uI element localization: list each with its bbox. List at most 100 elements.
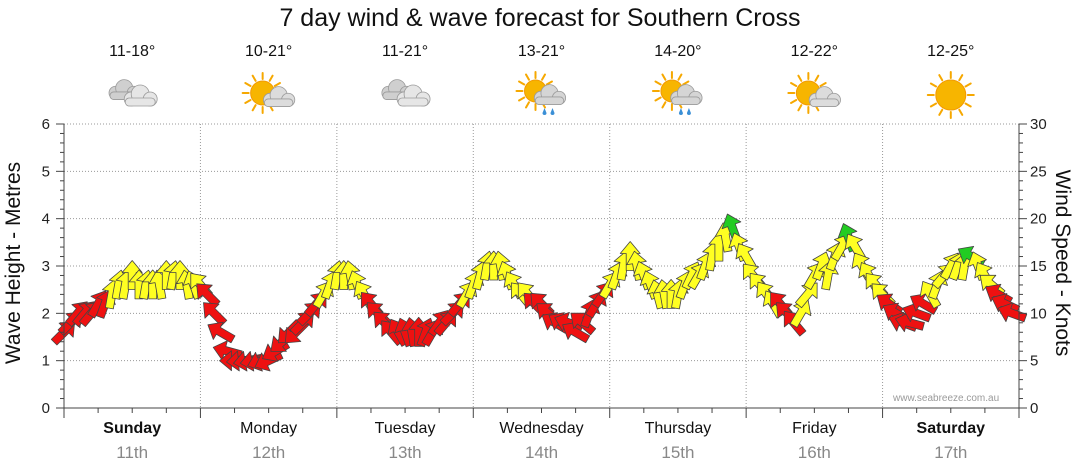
left-tick-label: 3 [42, 258, 50, 275]
right-tick-label: 0 [1030, 400, 1038, 417]
day-label: Monday [240, 420, 298, 437]
y-axis-label-right: Wind Speed - Knots [1051, 169, 1074, 357]
wind-arrow-shape [254, 350, 284, 372]
sun-ray [251, 74, 257, 82]
chart-axes: 0 1 2 3 4 5 6 0 5 10 15 20 25 30 [42, 116, 1047, 418]
left-tick-label: 5 [42, 163, 50, 180]
wind-arrow [789, 299, 812, 328]
sun-rays [926, 71, 975, 119]
left-tick-label: 6 [42, 116, 50, 133]
sun-ray [525, 73, 530, 81]
sun-ray [958, 108, 964, 116]
chart-title: 7 day wind & wave forecast for Southern … [279, 4, 801, 32]
sun-ray [244, 82, 252, 87]
wind-arrow [203, 302, 228, 327]
wind-arrow [254, 350, 284, 372]
right-tick-label: 10 [1030, 305, 1047, 322]
wind-arrow-shape [207, 321, 236, 344]
temperature-range: 11-21° [381, 43, 429, 60]
sun-ray [814, 74, 820, 82]
cloud-shape [808, 86, 841, 107]
rain-drop [542, 108, 547, 115]
day-date: 13th [388, 443, 422, 462]
showers-icon [651, 71, 703, 115]
rain-drop [550, 108, 555, 115]
sun-ray [790, 82, 798, 87]
sun-ray [525, 101, 530, 109]
rain-drop [686, 108, 691, 115]
showers-icon [515, 71, 567, 115]
chart-grid [64, 123, 1019, 408]
cloudy-icon [108, 79, 158, 107]
day-date: 12th [252, 443, 286, 462]
sun-ray [964, 82, 972, 88]
temperature-range: 10-21° [244, 43, 293, 60]
sun-ray [273, 82, 281, 87]
wind-arrow [207, 321, 236, 344]
left-tick-label: 4 [42, 211, 50, 228]
sun-ray [964, 102, 972, 108]
cloud-shape [263, 86, 296, 107]
sun-ray [661, 73, 667, 81]
wind-arrow-shape [619, 241, 641, 271]
sun-ray [929, 102, 938, 108]
cloud-base [263, 98, 294, 107]
sun-ray [677, 73, 683, 81]
sun-disc [935, 79, 967, 111]
rain-drop [678, 108, 683, 115]
sun-ray [938, 74, 944, 82]
cloud-shape [396, 84, 431, 107]
partly-cloudy-icon [241, 72, 296, 114]
sun-ray [654, 80, 662, 86]
cloud-shape [670, 84, 703, 105]
temperature-range: 14-20° [654, 43, 702, 60]
right-tick-label: 5 [1030, 353, 1038, 370]
cloud-base [534, 96, 565, 105]
sun-ray [958, 74, 964, 82]
day-label: Wednesday [499, 420, 584, 437]
cloudy-icon [381, 79, 431, 107]
sun-ray [518, 96, 526, 102]
sun-ray [929, 82, 938, 88]
left-tick-label: 2 [42, 305, 50, 322]
sun-ray [819, 82, 827, 87]
sun-ray [797, 74, 803, 82]
sun-ray [541, 73, 546, 81]
wind-arrow [795, 282, 818, 309]
sun-ray [682, 80, 690, 86]
wind-arrow [997, 302, 1028, 323]
sun-ray [268, 74, 274, 82]
right-tick-label: 15 [1030, 258, 1047, 275]
day-date: 14th [524, 443, 559, 462]
sun-ray [797, 104, 803, 112]
day-label: Friday [792, 420, 837, 437]
right-tick-label: 30 [1030, 116, 1047, 133]
temperature-range: 12-25° [927, 43, 975, 60]
sun-ray [545, 80, 553, 86]
temperature-range: 11-18° [109, 43, 156, 60]
cloud-base [809, 98, 840, 107]
cloud-base [671, 96, 701, 105]
watermark: www.seabreeze.com.au [893, 393, 1000, 404]
partly-cloudy-icon [787, 72, 841, 114]
day-label: Thursday [644, 420, 712, 437]
left-tick-label: 1 [42, 353, 50, 370]
wind-arrow-shape [997, 302, 1028, 323]
day-date: 16th [797, 443, 831, 462]
y-axis-label-left: Wave Height - Metres [2, 161, 25, 365]
sun-ray [518, 80, 526, 86]
day-label: Saturday [916, 420, 986, 437]
cloud-shape [123, 84, 158, 107]
wind-arrow-shape [203, 302, 228, 327]
sun-ray [661, 101, 667, 109]
cloud-base [124, 97, 156, 107]
sun-ray [244, 99, 252, 104]
cloud-base [397, 97, 429, 107]
day-date: 15th [661, 443, 695, 462]
wind-arrow [619, 241, 641, 271]
sun-ray [251, 104, 257, 112]
temperature-range: 13-21° [517, 43, 566, 60]
day-date: 17th [934, 443, 968, 462]
sun-ray [790, 99, 798, 104]
